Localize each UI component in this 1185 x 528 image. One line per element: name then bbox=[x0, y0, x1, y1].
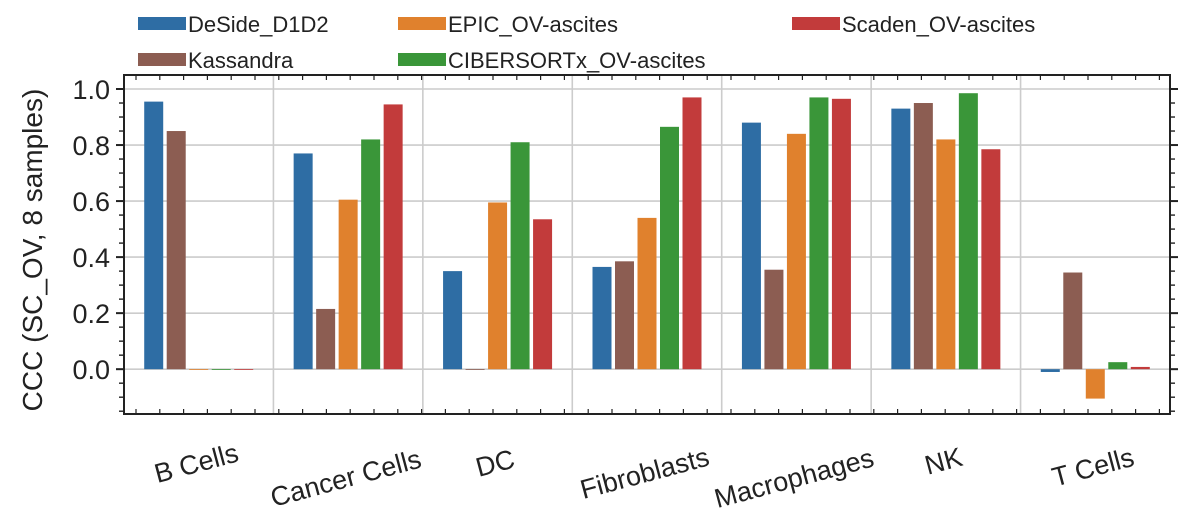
bar-b-cells-cibersortx-ov-ascites bbox=[211, 369, 231, 370]
bar-b-cells-kassandra bbox=[166, 131, 186, 370]
bar-dc-cibersortx-ov-ascites bbox=[510, 142, 530, 370]
legend-label: CIBERSORTx_OV-ascites bbox=[448, 48, 706, 73]
bar-b-cells-deside-d1d2 bbox=[144, 101, 164, 370]
plot-frame bbox=[123, 74, 1171, 415]
y-tick-label: 1.0 bbox=[72, 75, 110, 105]
bar-macrophages-deside-d1d2 bbox=[741, 122, 761, 370]
bar-fibroblasts-deside-d1d2 bbox=[592, 266, 612, 370]
bar-fibroblasts-cibersortx-ov-ascites bbox=[660, 126, 679, 370]
bar-t-cells-cibersortx-ov-ascites bbox=[1108, 362, 1128, 370]
bar-nk-cibersortx-ov-ascites bbox=[958, 93, 978, 370]
x-tick-label: B Cells bbox=[151, 438, 241, 489]
x-tick-label: DC bbox=[473, 444, 518, 483]
bar-t-cells-deside-d1d2 bbox=[1040, 369, 1060, 372]
y-tick-label: 0.4 bbox=[72, 243, 110, 273]
bar-nk-kassandra bbox=[913, 103, 933, 370]
legend-label: DeSide_D1D2 bbox=[188, 12, 329, 37]
legend-label: Scaden_OV-ascites bbox=[842, 12, 1035, 37]
bar-nk-deside-d1d2 bbox=[891, 108, 911, 370]
bar-macrophages-epic-ov-ascites bbox=[786, 133, 806, 370]
legend-swatch bbox=[138, 53, 186, 66]
legend: DeSide_D1D2 Kassandra EPIC_OV-ascites CIBER… bbox=[138, 12, 1035, 73]
bar-macrophages-kassandra bbox=[764, 269, 784, 370]
bars bbox=[144, 93, 1150, 399]
bar-fibroblasts-kassandra bbox=[615, 261, 634, 370]
legend-swatch bbox=[398, 53, 446, 66]
y-tick-label: 0.0 bbox=[72, 355, 110, 385]
bar-nk-scaden-ov-ascites bbox=[981, 149, 1001, 370]
bar-fibroblasts-scaden-ov-ascites bbox=[682, 97, 702, 370]
x-tick-label: NK bbox=[922, 442, 966, 481]
bar-t-cells-kassandra bbox=[1063, 272, 1083, 370]
bar-cancer-cells-epic-ov-ascites bbox=[338, 199, 358, 370]
bar-dc-scaden-ov-ascites bbox=[533, 219, 553, 370]
bar-dc-epic-ov-ascites bbox=[488, 202, 508, 370]
y-tick-label: 0.8 bbox=[72, 131, 110, 161]
bar-b-cells-scaden-ov-ascites bbox=[234, 369, 254, 370]
bar-nk-epic-ov-ascites bbox=[936, 139, 956, 370]
legend-swatch bbox=[398, 17, 446, 30]
bar-cancer-cells-deside-d1d2 bbox=[293, 153, 313, 370]
bar-macrophages-cibersortx-ov-ascites bbox=[809, 97, 829, 370]
legend-swatch bbox=[792, 17, 840, 30]
y-tick-label: 0.2 bbox=[72, 299, 110, 329]
legend-label: EPIC_OV-ascites bbox=[448, 12, 618, 37]
y-axis-label: CCC (SC_OV, 8 samples) bbox=[17, 89, 48, 412]
x-tick-label: Macrophages bbox=[711, 443, 877, 514]
bar-macrophages-scaden-ov-ascites bbox=[831, 98, 851, 370]
bar-dc-deside-d1d2 bbox=[443, 271, 463, 370]
x-tick-label: Fibroblasts bbox=[577, 442, 712, 505]
bar-t-cells-scaden-ov-ascites bbox=[1130, 366, 1150, 370]
legend-label: Kassandra bbox=[188, 48, 294, 73]
bar-cancer-cells-cibersortx-ov-ascites bbox=[361, 139, 381, 370]
y-tick-label: 0.6 bbox=[72, 187, 110, 217]
x-tick-label: T Cells bbox=[1049, 442, 1137, 493]
legend-swatch bbox=[138, 17, 186, 30]
bar-cancer-cells-kassandra bbox=[316, 308, 336, 370]
bar-fibroblasts-epic-ov-ascites bbox=[637, 217, 657, 370]
bar-b-cells-epic-ov-ascites bbox=[189, 369, 209, 370]
bar-t-cells-epic-ov-ascites bbox=[1085, 369, 1105, 399]
bar-dc-kassandra bbox=[465, 369, 485, 370]
x-tick-label: Cancer Cells bbox=[267, 444, 424, 513]
bar-cancer-cells-scaden-ov-ascites bbox=[383, 104, 403, 370]
